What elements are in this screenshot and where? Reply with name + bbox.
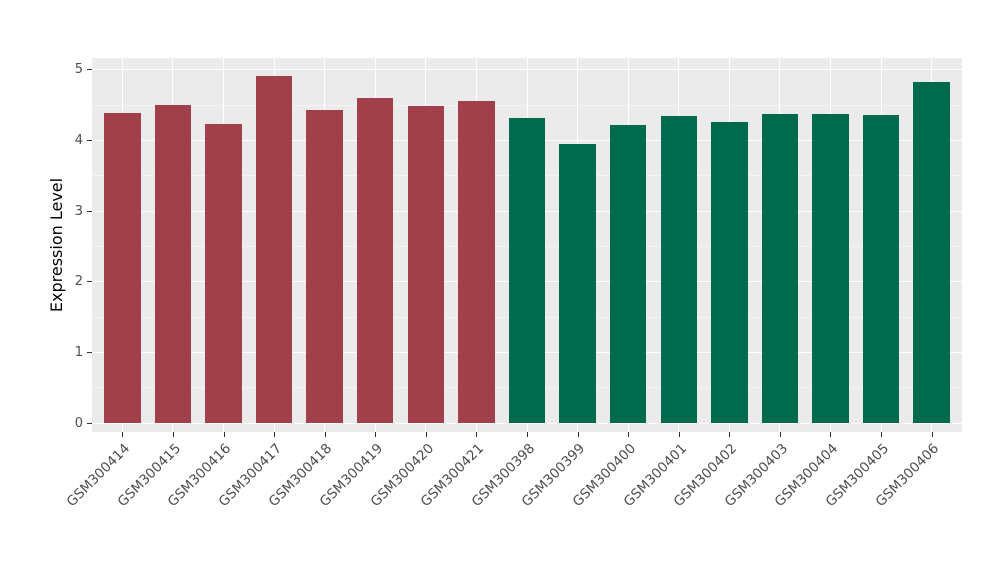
y-tick-label: 0: [74, 415, 83, 431]
y-tick-mark: [87, 281, 92, 283]
plot-panel: [92, 58, 962, 432]
x-tick-mark: [527, 432, 528, 437]
x-tick-mark: [678, 432, 680, 437]
bar-GSM300403: [761, 113, 799, 423]
bar-GSM300419: [357, 97, 394, 423]
bar-GSM300416: [205, 123, 242, 423]
bar-GSM300405: [862, 115, 900, 423]
x-tick-mark: [628, 432, 630, 437]
bar-GSM300399: [559, 143, 596, 423]
y-tick-label: 1: [74, 345, 83, 361]
bar-GSM300418: [306, 110, 343, 423]
x-tick-mark: [375, 432, 377, 437]
bar-GSM300400: [609, 125, 647, 423]
x-tick-mark: [729, 432, 731, 437]
bar-GSM300406: [913, 82, 950, 423]
y-tick-mark: [87, 210, 92, 212]
x-tick-mark: [274, 432, 276, 437]
y-axis-title: Expression Level: [47, 177, 66, 313]
bar-GSM300414: [104, 113, 141, 423]
y-tick-label: 3: [74, 203, 83, 219]
x-tick-mark: [476, 432, 478, 437]
x-tick-mark: [830, 432, 832, 437]
y-tick-mark: [87, 422, 92, 424]
x-tick-mark: [122, 432, 124, 437]
x-tick-mark: [931, 432, 933, 437]
x-tick-mark: [779, 432, 781, 437]
x-tick-mark: [223, 432, 225, 437]
x-tick-mark: [425, 432, 427, 437]
y-tick-label: 5: [74, 62, 83, 78]
bar-GSM300420: [407, 106, 445, 423]
y-tick-mark: [87, 69, 92, 71]
bar-GSM300415: [154, 104, 192, 423]
bar-GSM300417: [255, 75, 293, 423]
bar-GSM300404: [812, 113, 849, 423]
y-tick-label: 4: [74, 133, 83, 148]
bar-GSM300398: [508, 118, 546, 423]
x-tick-mark: [881, 432, 883, 437]
bar-GSM300402: [711, 121, 748, 423]
x-tick-mark: [324, 432, 326, 437]
x-tick-mark: [577, 432, 579, 437]
y-tick-label: 2: [74, 274, 83, 290]
y-tick-mark: [87, 352, 92, 354]
y-tick-mark: [87, 140, 92, 141]
bar-GSM300421: [458, 101, 495, 423]
bar-GSM300401: [660, 115, 697, 423]
x-tick-mark: [172, 432, 174, 437]
